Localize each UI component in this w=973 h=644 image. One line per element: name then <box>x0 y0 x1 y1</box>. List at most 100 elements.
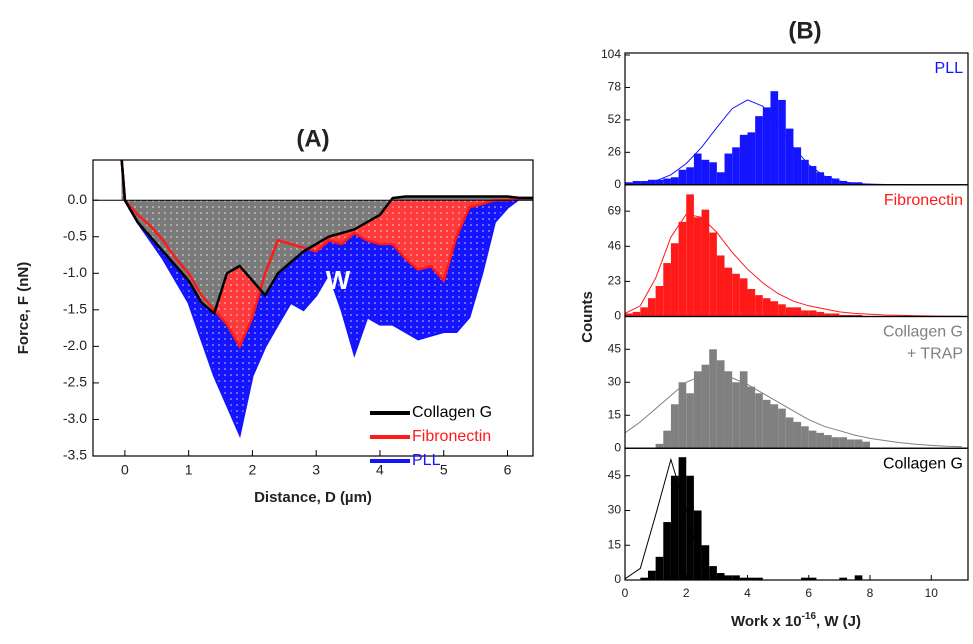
bar <box>801 310 809 317</box>
bar <box>686 167 694 185</box>
x-label-part: Work x 10 <box>731 613 802 630</box>
x-tick-label: 3 <box>312 462 320 478</box>
panel-label: Collagen G <box>883 455 963 472</box>
bar <box>762 399 771 449</box>
bar <box>670 475 679 580</box>
y-tick-label: 23 <box>608 274 622 288</box>
bar <box>693 217 702 317</box>
fit-curve <box>624 372 962 448</box>
bar <box>808 577 817 580</box>
bar <box>770 301 779 317</box>
bar <box>701 209 710 317</box>
bar <box>801 426 809 449</box>
bar <box>816 311 825 317</box>
bar <box>663 522 671 580</box>
bar <box>678 221 687 317</box>
bar <box>770 404 779 449</box>
bar <box>686 194 694 317</box>
bar <box>808 430 817 449</box>
bar <box>655 179 664 185</box>
bar <box>647 570 656 580</box>
y-tick-label: 45 <box>608 341 622 355</box>
bar <box>739 278 748 317</box>
bar <box>724 267 733 317</box>
bar <box>716 360 725 449</box>
bar <box>793 147 802 185</box>
y-tick-label: 0 <box>614 572 621 586</box>
bar <box>732 382 740 449</box>
bar <box>831 313 840 317</box>
frame <box>92 159 534 457</box>
panel-label: PLL <box>935 60 964 77</box>
bar <box>824 176 832 185</box>
bar <box>709 162 717 185</box>
x-tick-label: 4 <box>376 462 384 478</box>
x-tick-label: 6 <box>504 462 512 478</box>
y-tick-label: 0 <box>614 177 621 191</box>
x-tick-label: 10 <box>925 586 939 600</box>
bar <box>862 441 870 449</box>
x-tick-label: 1 <box>185 462 193 478</box>
bar <box>770 91 779 185</box>
bar <box>739 577 748 580</box>
y-axis-label: Force, F (nN) <box>15 262 32 355</box>
bar <box>793 421 802 449</box>
legend-label: Fibronectin <box>412 428 491 445</box>
bar <box>686 475 694 580</box>
bar <box>632 311 641 317</box>
x-tick-label: 2 <box>683 586 690 600</box>
bar <box>701 159 710 185</box>
y-tick-label: 30 <box>608 503 622 517</box>
bar <box>762 107 771 185</box>
bar <box>839 314 848 317</box>
bar <box>824 435 832 449</box>
bar <box>747 577 756 580</box>
bar <box>724 371 733 449</box>
panel-label: Fibronectin <box>884 192 963 209</box>
y-tick-label: 30 <box>608 374 622 388</box>
bar <box>801 577 809 580</box>
bar <box>655 443 664 449</box>
bar <box>824 313 832 317</box>
bar <box>632 181 641 185</box>
bar <box>732 147 740 185</box>
bar <box>847 314 855 317</box>
bar <box>709 566 717 580</box>
bar <box>808 166 817 185</box>
y-tick-label: 45 <box>608 468 622 482</box>
y-tick-label: 0 <box>614 309 621 323</box>
bar <box>778 408 786 449</box>
bar <box>793 307 802 317</box>
x-tick-label: 2 <box>249 462 257 478</box>
y-tick-label: 26 <box>608 144 622 158</box>
bar <box>640 577 648 580</box>
bar <box>678 457 687 580</box>
bar <box>778 304 786 317</box>
bar <box>755 393 763 449</box>
bar <box>701 364 710 449</box>
bar <box>640 307 648 317</box>
bar <box>716 573 725 580</box>
bar <box>854 314 863 317</box>
plot-area <box>93 160 533 439</box>
bar <box>709 232 717 317</box>
y-tick-label: -1.5 <box>63 301 87 317</box>
line <box>120 160 533 350</box>
bar <box>709 349 717 449</box>
bar <box>693 510 702 580</box>
annotation: W <box>326 265 351 295</box>
bar <box>839 181 848 185</box>
bar <box>739 134 748 185</box>
bar <box>647 179 656 185</box>
bar <box>670 177 679 185</box>
bar <box>732 575 740 580</box>
x-tick-label: 4 <box>744 586 751 600</box>
bar <box>854 439 863 449</box>
bar <box>663 178 671 185</box>
y-tick-label: 52 <box>608 112 622 126</box>
y-tick-label: -3.5 <box>63 447 87 463</box>
bar <box>747 132 756 185</box>
y-tick-label: 78 <box>608 80 622 94</box>
bar <box>739 371 748 449</box>
